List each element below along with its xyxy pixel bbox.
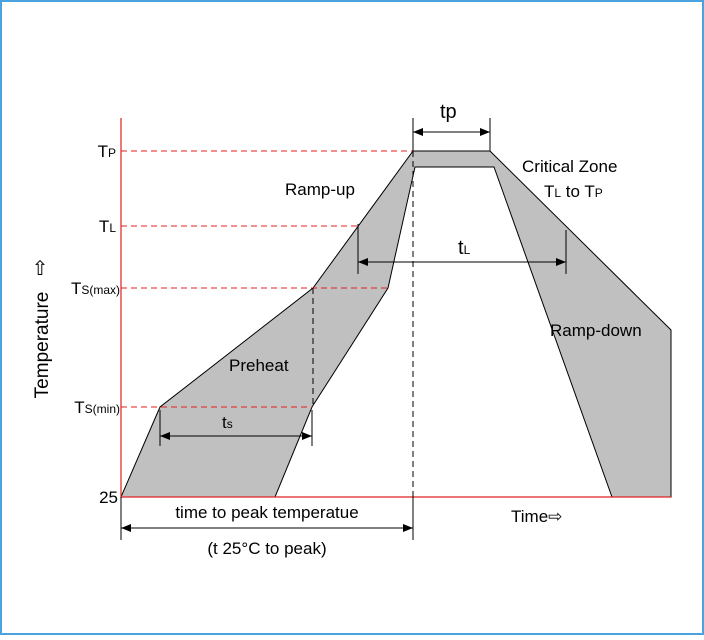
interval-note: (t 25°C to peak) (207, 539, 326, 558)
y-axis-arrow: ⇧ (32, 258, 49, 280)
level-lines (121, 150, 413, 408)
zone-label: Ramp-up (285, 180, 355, 199)
interval-label: tL (458, 237, 471, 259)
interval-label: ts (222, 413, 233, 432)
y-axis-label: Temperature (32, 292, 53, 399)
level-label: TL (99, 217, 116, 236)
zone-label: Preheat (229, 356, 289, 375)
dimensions (120, 118, 567, 540)
level-label: 25 (99, 488, 118, 507)
zone-label: Ramp-down (550, 321, 642, 340)
interval-label: tp (440, 101, 457, 123)
zone-label: TL to TP (544, 182, 603, 201)
level-label: TS(max) (71, 279, 120, 298)
level-label: TS(min) (74, 398, 120, 417)
interval-label: time to peak temperatue (175, 503, 358, 522)
level-label: TP (98, 142, 116, 161)
x-axis-label: Time⇨ (511, 507, 562, 526)
guide-lines (312, 151, 414, 497)
zone-label: Critical Zone (522, 157, 617, 176)
